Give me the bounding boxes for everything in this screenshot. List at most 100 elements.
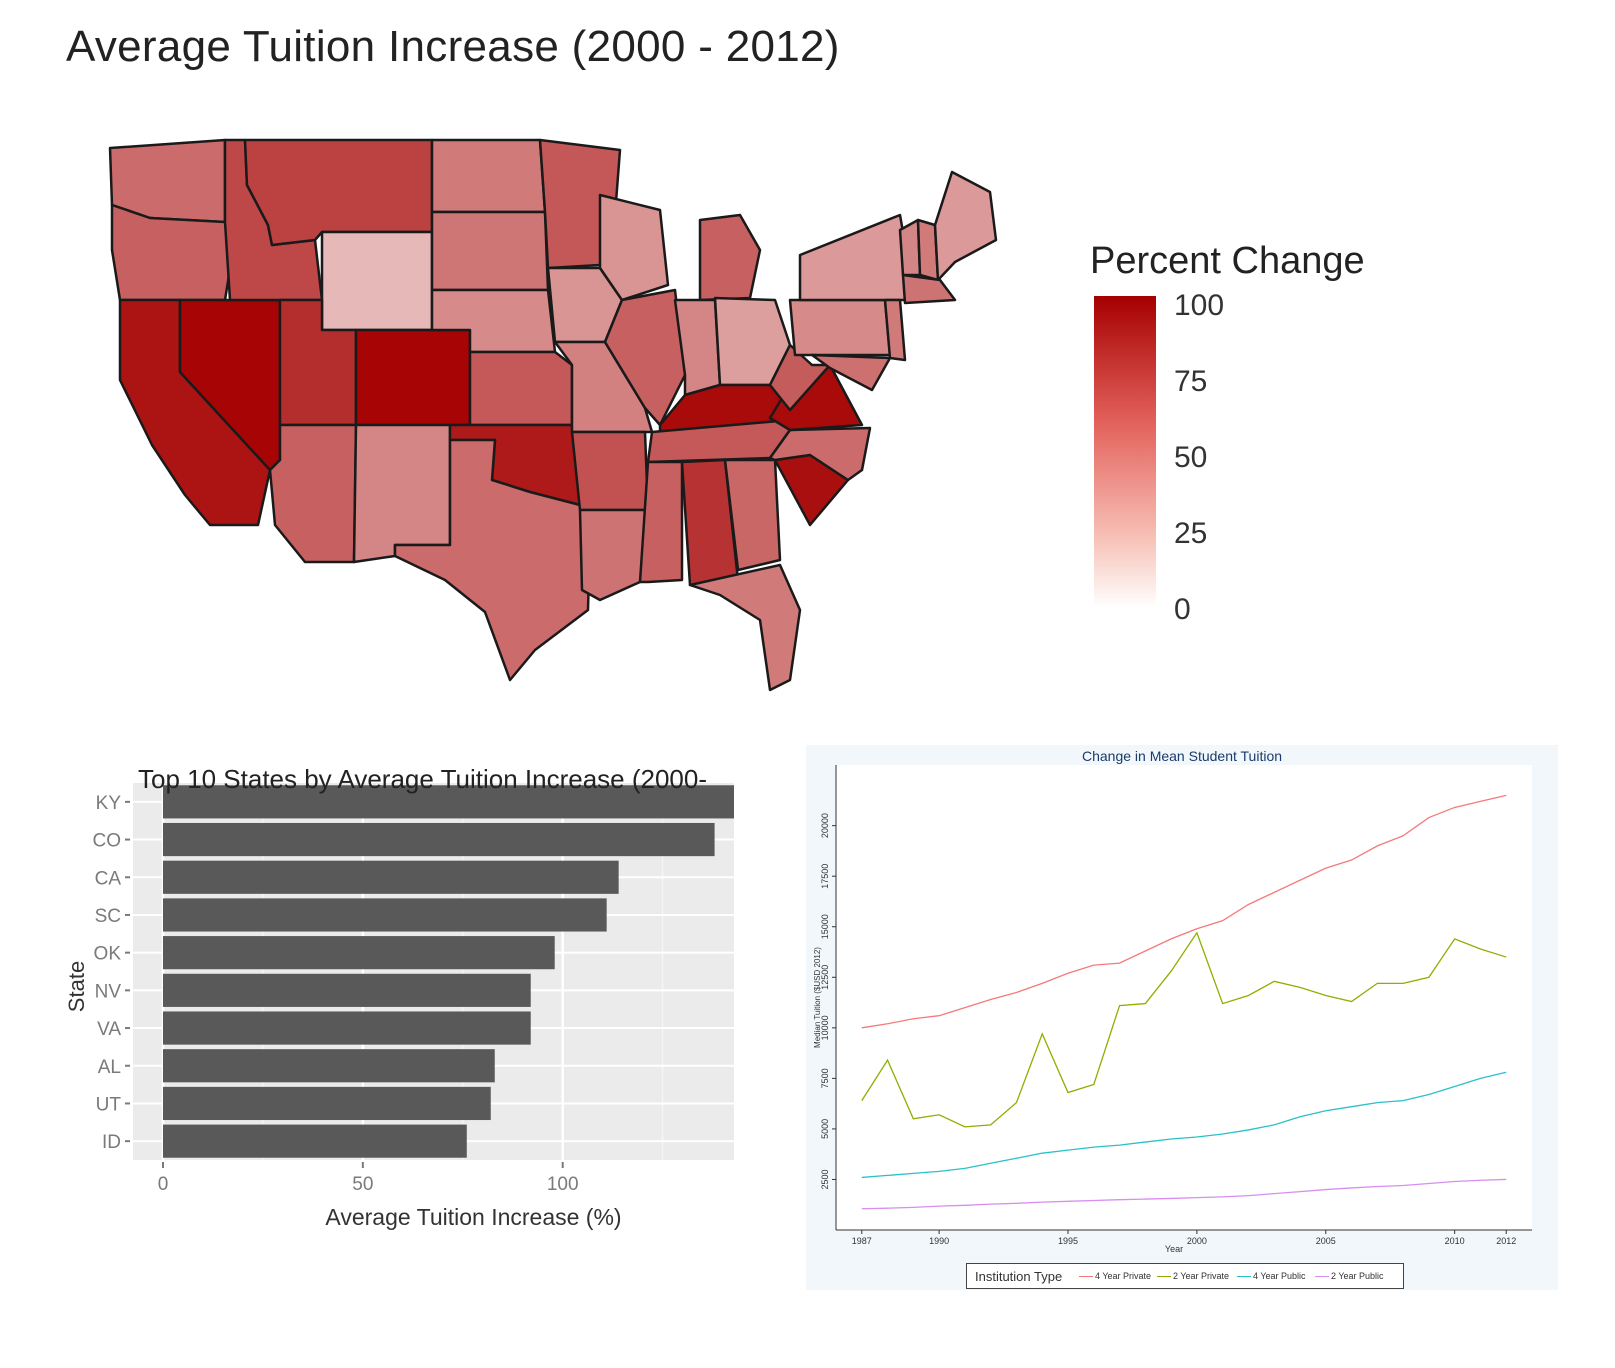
bar-chart-title: Top 10 States by Average Tuition Increas… (138, 764, 707, 794)
series-line-2-year-public (861, 1178, 1507, 1210)
legend-item-4yr-public: 4 Year Public (1237, 1271, 1306, 1281)
y-tick-label: ID (102, 1132, 121, 1153)
x-tick-label: 1995 (1058, 1236, 1078, 1246)
y-tick-label: 15000 (820, 914, 830, 939)
y-tick-label: AL (98, 1057, 121, 1078)
line-chart-legend: Institution Type 4 Year Private 2 Year P… (966, 1263, 1404, 1289)
bar-chart-plot: KY CO CA SC OK NV VA AL UT ID 0 50 100 Average Tuitio… (64, 783, 734, 1230)
state-nm (352, 423, 452, 564)
state-me (933, 170, 998, 282)
x-axis-label: Year (1165, 1244, 1183, 1254)
state-ga (723, 458, 782, 572)
y-tick-label: 12500 (820, 965, 830, 990)
series-line-4-year-public (861, 1071, 1507, 1179)
x-axis-label: Average Tuition Increase (%) (325, 1204, 621, 1230)
bar-va (163, 1011, 531, 1045)
legend-gradient-bar (1094, 296, 1156, 608)
bar-ut (163, 1086, 491, 1121)
top-states-bar-chart: Top 10 States by Average Tuition Increas… (58, 750, 734, 1274)
series-line-4-year-private (861, 794, 1507, 1029)
state-vt (898, 218, 922, 277)
bar-ky (163, 785, 734, 819)
y-tick-label: VA (97, 1019, 121, 1040)
y-tick-label: 17500 (820, 864, 830, 889)
legend-label-50: 50 (1174, 441, 1208, 474)
x-tick-label: 1987 (852, 1236, 872, 1246)
x-tick-label: 2010 (1445, 1236, 1465, 1246)
state-mi (698, 213, 762, 302)
state-pa (788, 298, 892, 357)
state-md (810, 353, 892, 392)
bar-nv (163, 973, 531, 1007)
state-wy (320, 230, 434, 332)
state-wv (768, 343, 832, 412)
y-tick-label: 5000 (820, 1119, 830, 1139)
y-tick-label: 10000 (820, 1015, 830, 1040)
legend-tick-mark (1156, 528, 1166, 530)
y-tick-label: 2500 (820, 1169, 830, 1189)
x-tick-label: 0 (158, 1174, 169, 1195)
plot-area (836, 765, 1532, 1230)
y-tick-label: OK (94, 944, 122, 965)
bar-co (163, 822, 715, 857)
line-chart-title: Change in Mean Student Tuition (1081, 748, 1283, 764)
map-legend: Percent Change 100 75 50 25 0 (1090, 240, 1410, 640)
legend-label: 4 Year Public (1253, 1271, 1306, 1281)
legend-item-2yr-public: 2 Year Public (1315, 1271, 1384, 1281)
state-ny (798, 213, 917, 302)
y-tick-label: CO (93, 831, 122, 852)
y-tick-label: UT (96, 1094, 122, 1115)
legend-tick-mark (1156, 300, 1166, 302)
state-sd (430, 210, 550, 292)
y-tick-label: CA (95, 868, 122, 889)
legend-title: Percent Change (1090, 240, 1365, 282)
y-tick-label: SC (95, 906, 121, 927)
x-tick-label: 2005 (1316, 1236, 1336, 1246)
legend-label-25: 25 (1174, 517, 1208, 550)
line-legend-title: Institution Type (975, 1269, 1063, 1284)
legend-label: 2 Year Private (1173, 1271, 1230, 1281)
state-tx (393, 438, 592, 682)
y-axis-label: Median Tuition ($USD 2012) (813, 947, 822, 1048)
x-tick-label: 100 (547, 1174, 579, 1195)
legend-item-4yr-private: 4 Year Private (1079, 1271, 1151, 1281)
state-ks (468, 350, 574, 427)
state-nd (430, 138, 547, 214)
y-tick-label: NV (95, 981, 122, 1002)
tuition-line-chart: Change in Mean Student Tuition 2500 5000 7… (806, 745, 1558, 1290)
y-tick-label: 20000 (820, 813, 830, 838)
x-tick-label: 1990 (929, 1236, 949, 1246)
legend-label-0: 0 (1174, 593, 1191, 626)
state-ma (901, 273, 957, 305)
state-mt (243, 138, 434, 247)
bar-al (163, 1049, 495, 1083)
state-ar (570, 430, 650, 512)
bar-ca (163, 860, 619, 894)
legend-item-2yr-private: 2 Year Private (1157, 1271, 1229, 1281)
y-tick-label: KY (96, 793, 122, 814)
legend-label: 4 Year Private (1095, 1271, 1152, 1281)
state-co (354, 328, 472, 427)
legend-label-75: 75 (1174, 365, 1208, 398)
bar-sc (163, 898, 607, 932)
state-fl (688, 563, 802, 692)
bar-id (163, 1124, 467, 1158)
bar-ok (163, 936, 555, 970)
line-chart-plot: 2500 5000 7500 10000 12500 15000 17500 20000 198… (813, 765, 1532, 1254)
us-choropleth-map (108, 138, 998, 692)
y-tick-label: 7500 (820, 1068, 830, 1088)
y-axis-label: State (64, 961, 89, 1012)
state-az (268, 423, 358, 564)
x-tick-label: 2012 (1496, 1236, 1516, 1246)
legend-tick-mark (1156, 452, 1166, 454)
state-la (578, 508, 650, 602)
x-tick-label: 2000 (1187, 1236, 1207, 1246)
state-ms (638, 460, 684, 584)
series-line-2-year-private (861, 931, 1507, 1128)
x-tick-label: 50 (352, 1174, 373, 1195)
legend-label-100: 100 (1174, 289, 1225, 322)
legend-label: 2 Year Public (1331, 1271, 1384, 1281)
legend-tick-mark (1156, 376, 1166, 378)
state-wi (598, 193, 670, 302)
state-nj (883, 298, 907, 362)
